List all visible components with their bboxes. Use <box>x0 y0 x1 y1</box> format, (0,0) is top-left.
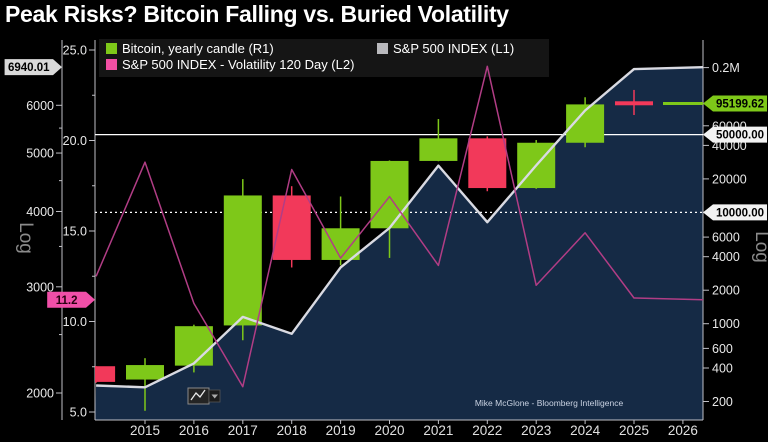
line-chart-icon <box>190 389 206 401</box>
candle-body <box>174 326 213 366</box>
legend-item-volatility[interactable]: S&P 500 INDEX - Volatility 120 Day (L2) <box>106 57 354 72</box>
page-title: Peak Risks? Bitcoin Falling vs. Buried V… <box>5 1 509 27</box>
legend: Bitcoin, yearly candle (R1) S&P 500 INDE… <box>99 39 549 77</box>
left-inner-tick-label: 25.0 <box>63 44 87 58</box>
right-tick-label: 400 <box>712 361 733 375</box>
left-axis-badge: 11.2 <box>47 291 95 308</box>
badge-value: 95199.62 <box>716 98 764 110</box>
candle-body <box>468 138 507 189</box>
candle-body <box>223 195 262 326</box>
sp500-line <box>96 66 704 389</box>
right-tick-label: 4000 <box>712 250 740 264</box>
candle-2019 <box>321 196 360 266</box>
x-tick-label: 2017 <box>228 423 258 438</box>
legend-item-label: S&P 500 INDEX - Volatility 120 Day (L2) <box>122 57 354 72</box>
candle-body <box>370 160 409 229</box>
x-tick-label: 2023 <box>521 423 551 438</box>
x-tick-label: 2024 <box>570 423 601 438</box>
candle-2020 <box>370 160 409 258</box>
bitcoin-swatch-icon <box>106 43 117 54</box>
candle-2021 <box>419 119 458 162</box>
left-inner-tick-label: 20.0 <box>63 134 87 148</box>
right-tick-label: 6000 <box>712 231 740 245</box>
legend-item-sp500[interactable]: S&P 500 INDEX (L1) <box>377 41 514 56</box>
legend-panel <box>99 39 549 77</box>
x-tick-label: 2025 <box>619 423 649 438</box>
left-outer-tick-label: 6000 <box>26 99 54 113</box>
badge-shape <box>703 95 767 112</box>
right-tick-label: 200 <box>712 395 733 409</box>
right-axis-badge: 50000.00 <box>703 126 767 143</box>
right-tick-label: 2000 <box>712 284 740 298</box>
x-tick-label: 2016 <box>179 423 209 438</box>
legend-item-label: S&P 500 INDEX (L1) <box>393 41 514 56</box>
axis-frame <box>56 40 709 424</box>
badge-value: 6940.01 <box>8 62 50 74</box>
volatility-120d-line <box>95 65 704 388</box>
x-tick-label: 2021 <box>423 423 453 438</box>
left-outer-tick-label: 3000 <box>26 280 54 294</box>
left-outer-tick-label: 4000 <box>26 205 54 219</box>
left-outer-tick-label: 5000 <box>26 147 54 161</box>
badge-shape <box>4 59 63 76</box>
volatility-line <box>95 65 704 388</box>
bitcoin-candles <box>95 89 653 411</box>
right-tick-label: 1000 <box>712 317 740 331</box>
sp500-index-line <box>96 66 704 389</box>
candle-body <box>126 365 164 380</box>
sp500-swatch-icon <box>377 43 388 54</box>
legend-item-label: Bitcoin, yearly candle (R1) <box>122 41 274 56</box>
volatility-swatch-icon <box>106 59 117 70</box>
log-label-right: Log <box>751 231 768 263</box>
x-tick-label: 2019 <box>326 423 356 438</box>
candle-2015 <box>126 358 164 411</box>
candle-2025 <box>615 89 653 116</box>
badge-shape <box>703 204 767 221</box>
right-tick-label: 600 <box>712 342 733 356</box>
left-inner-tick-label: 15.0 <box>63 225 87 239</box>
right-axis-badge: 95199.62 <box>703 95 767 112</box>
x-tick-label: 2020 <box>374 423 404 438</box>
chevron-down-icon <box>211 394 218 399</box>
axis-badges: 6940.01 11.2 95199.62 50000.00 10000.00 <box>4 59 767 308</box>
plot-area[interactable] <box>95 40 703 420</box>
candle-body <box>321 228 360 260</box>
axis-tick-labels: 6000 5000 4000 3000 2000 25.0 20.0 15.0 10.0 5.0 0… <box>26 44 747 439</box>
badge-value: 50000.00 <box>716 130 764 142</box>
chart-type-button[interactable] <box>187 387 221 405</box>
right-tick-label: 20000 <box>712 172 747 186</box>
candle-2017 <box>223 179 262 341</box>
left-outer-tick-label: 2000 <box>26 387 54 401</box>
badge-shape <box>703 126 767 143</box>
log-label-left: Log <box>15 222 36 254</box>
left-axis-badge: 6940.01 <box>4 59 63 76</box>
candle-body <box>95 366 116 382</box>
candle-2022 <box>468 136 507 192</box>
right-axis-badge: 10000.00 <box>703 204 767 221</box>
right-tick-label: 0.2M <box>712 61 740 75</box>
left-inner-tick-label: 10.0 <box>63 315 87 329</box>
x-tick-label: 2018 <box>277 423 307 438</box>
candle-2014 <box>95 366 116 383</box>
left-inner-tick-label: 5.0 <box>70 406 87 420</box>
candle-body <box>419 138 458 161</box>
badge-value: 11.2 <box>56 295 78 307</box>
candle-body <box>615 101 653 106</box>
legend-item-bitcoin[interactable]: Bitcoin, yearly candle (R1) <box>106 41 274 56</box>
badge-value: 10000.00 <box>716 207 764 219</box>
source-label: Mike McGlone - Bloomberg Intelligence <box>475 398 624 408</box>
x-tick-label: 2015 <box>130 423 160 438</box>
badge-shape <box>47 291 95 308</box>
x-tick-label: 2026 <box>668 423 698 438</box>
x-tick-label: 2022 <box>472 423 502 438</box>
